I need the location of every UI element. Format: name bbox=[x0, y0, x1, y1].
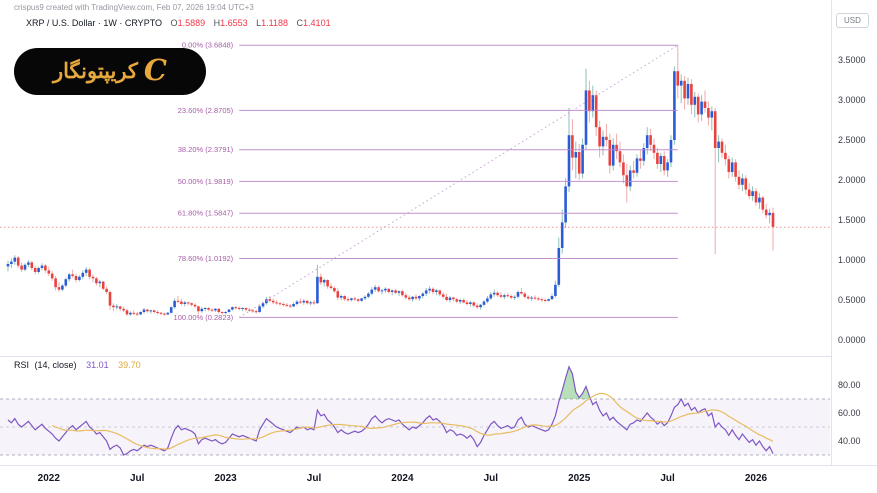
time-tick: 2023 bbox=[214, 473, 237, 484]
fib-level-label: 50.00% (1.9819) bbox=[178, 177, 234, 186]
usd-currency-button[interactable]: USD bbox=[836, 13, 869, 28]
ohlc-high-label: H bbox=[213, 18, 221, 28]
ohlc-low-value: 1.1188 bbox=[261, 18, 289, 28]
rsi-band bbox=[0, 398, 830, 456]
ohlc-close-label: C bbox=[296, 18, 304, 28]
symbol-title: XRP / U.S. Dollar · 1W · CRYPTO bbox=[26, 18, 163, 28]
fib-level-label: 61.80% (1.5847) bbox=[178, 209, 234, 218]
price-tick: 2.5000 bbox=[838, 135, 866, 145]
logo-persian-text: کریپتونگار bbox=[52, 60, 138, 83]
rsi-tick: 80.00 bbox=[838, 380, 861, 390]
pane-divider[interactable] bbox=[0, 356, 877, 357]
price-tick: 1.5000 bbox=[838, 215, 866, 225]
time-tick: 2025 bbox=[568, 473, 591, 484]
fib-level-label: 78.60% (1.0192) bbox=[178, 254, 234, 263]
price-tick: 3.0000 bbox=[838, 95, 866, 105]
ohlc-low-label: L bbox=[256, 18, 262, 28]
price-tick: 0.0000 bbox=[838, 335, 866, 345]
ohlc-close-value: 1.4101 bbox=[303, 18, 331, 28]
price-tick: 2.0000 bbox=[838, 175, 866, 185]
candlesticks bbox=[6, 45, 775, 316]
rsi-current-value: 31.01 bbox=[86, 360, 109, 370]
time-tick: 2026 bbox=[744, 473, 768, 484]
rsi-indicator-header: RSI (14, close) 31.01 39.70 bbox=[14, 360, 141, 370]
rsi-title: RSI bbox=[14, 360, 30, 370]
ohlc-open-value: 1.5889 bbox=[177, 18, 206, 28]
logo-coin-icon: C bbox=[143, 52, 168, 87]
rsi-params: (14, close) bbox=[34, 360, 77, 370]
time-tick: Jul bbox=[306, 473, 322, 484]
rsi-tick: 60.00 bbox=[838, 408, 861, 418]
price-tick: 0.5000 bbox=[838, 295, 866, 305]
fib-level-label: 23.60% (2.8705) bbox=[178, 106, 234, 115]
timeaxis-divider bbox=[0, 465, 877, 466]
rsi-tick: 40.00 bbox=[838, 436, 861, 446]
rsi-ma-value: 39.70 bbox=[118, 360, 141, 370]
axis-divider bbox=[831, 0, 832, 493]
time-tick: 2024 bbox=[391, 473, 414, 484]
ohlc-open-label: O bbox=[170, 18, 178, 28]
kryptonegar-logo: کریپتونگار C bbox=[14, 48, 206, 95]
price-tick: 3.5000 bbox=[838, 55, 866, 65]
time-tick: Jul bbox=[660, 473, 675, 484]
attribution-text: crispus9 created with TradingView.com, F… bbox=[14, 3, 254, 12]
time-tick: 2022 bbox=[37, 473, 60, 484]
fib-level-label: 38.20% (2.3791) bbox=[178, 145, 234, 154]
rsi-line bbox=[7, 365, 774, 456]
symbol-header: XRP / U.S. Dollar · 1W · CRYPTO O1.5889 … bbox=[26, 18, 331, 28]
time-tick: Jul bbox=[129, 473, 145, 484]
fib-retracement: 0.00% (3.6848) 23.60% (2.8705) 38.20% (2.3… bbox=[174, 41, 679, 322]
rsi-ma-line bbox=[51, 392, 774, 450]
ohlc-high-value: 1.6553 bbox=[220, 18, 248, 28]
fib-trendline bbox=[238, 44, 679, 318]
time-tick: Jul bbox=[483, 473, 499, 484]
fib-level-label: 100.00% (0.2823) bbox=[174, 313, 234, 322]
price-tick: 1.0000 bbox=[838, 255, 866, 265]
time-axis[interactable]: 2022 Jul 2023 Jul 2024 Jul 2025 Jul 2026 bbox=[0, 466, 877, 493]
price-axis[interactable]: USD 3.5000 3.0000 2.5000 2.0000 1.5000 1.0000… bbox=[832, 0, 877, 465]
fib-level-label: 0.00% (3.6848) bbox=[182, 41, 234, 50]
